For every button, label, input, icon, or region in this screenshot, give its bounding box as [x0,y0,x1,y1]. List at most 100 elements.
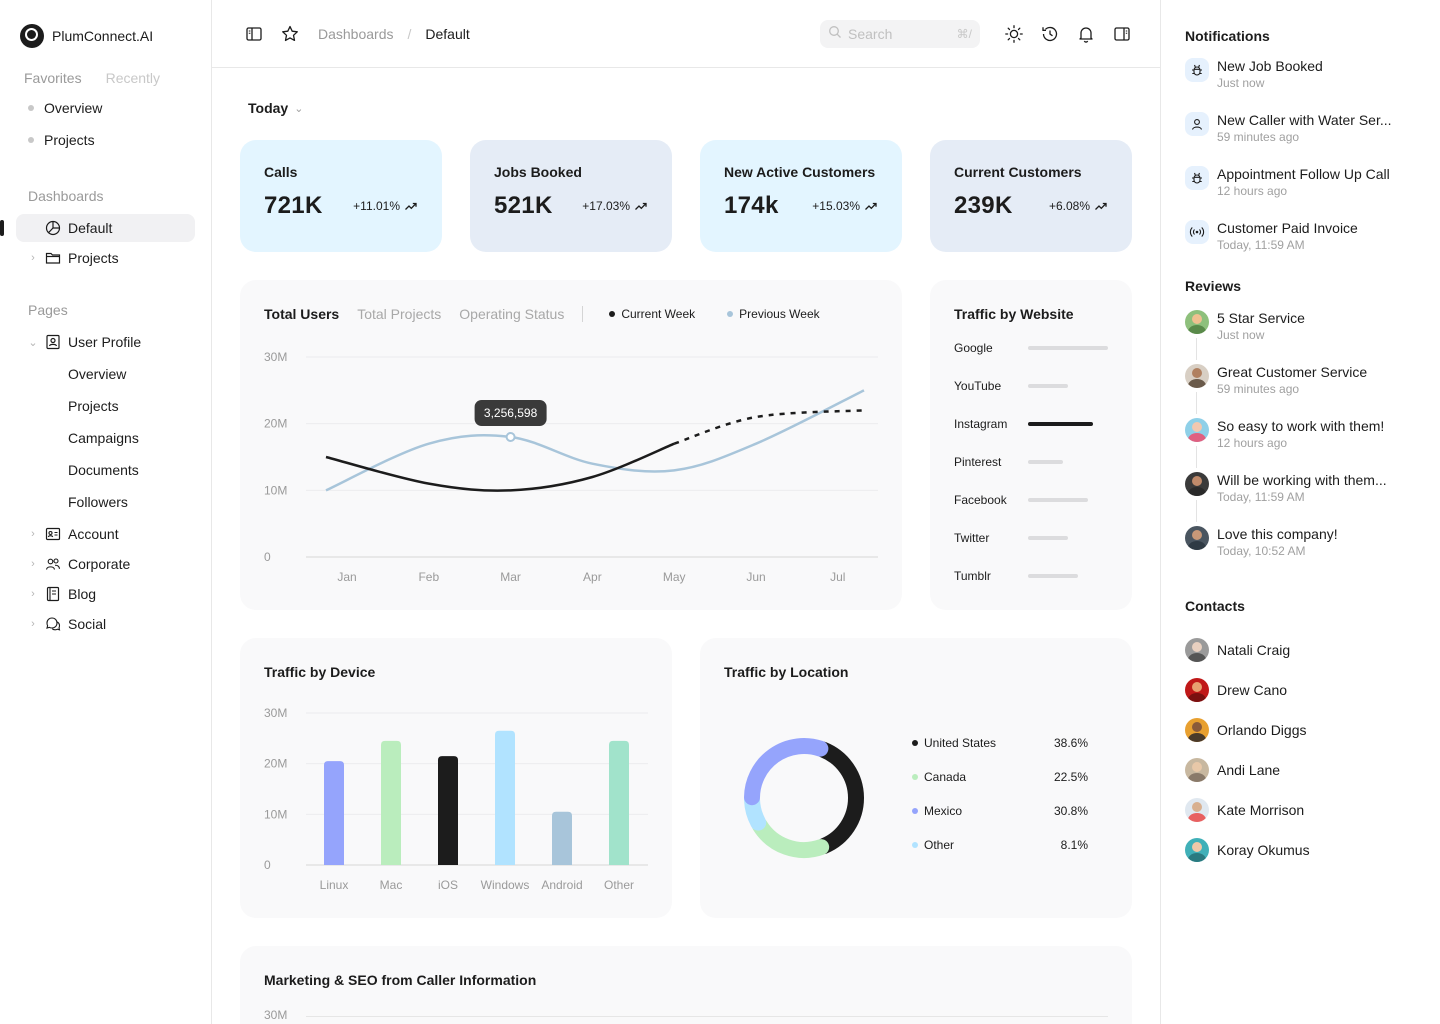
contacts-title: Contacts [1185,598,1245,614]
tab-favorites[interactable]: Favorites [24,70,82,86]
card-title: Traffic by Device [264,664,376,680]
sidebar-toggle-icon[interactable] [244,24,264,44]
sidebar-subitem-followers[interactable]: Followers [68,494,128,510]
right-panel-toggle-icon[interactable] [1112,24,1132,44]
bell-icon[interactable] [1076,24,1096,44]
website-bar [1028,536,1068,540]
sidebar-item-account[interactable]: › Account [16,520,195,548]
donut-slice [815,741,864,854]
history-icon[interactable] [1040,24,1060,44]
sidebar-item-corporate[interactable]: › Corporate [16,550,195,578]
tab-total-users[interactable]: Total Users [264,306,340,322]
review-item[interactable]: Will be working with them... Today, 11:59… [1185,472,1416,526]
sidebar-subitem-overview[interactable]: Overview [68,366,127,382]
notification-text-block: Appointment Follow Up Call 12 hours ago [1217,166,1409,206]
tooltip-box [474,400,547,426]
traffic-by-device-bar-chart: 0 10M 20M 30M Linux Mac iOS Windows Android Other [264,706,648,892]
notification-item[interactable]: New Caller with Water Ser... 59 minutes a… [1185,112,1416,152]
review-text: Will be working with them... [1217,472,1387,488]
notification-text-block: New Job Booked Just now [1217,58,1409,98]
x-tick-label: Jan [337,570,356,584]
contact-item[interactable]: Orlando Diggs [1185,710,1416,750]
sidebar-subitem-projects[interactable]: Projects [68,398,119,414]
website-row: Pinterest [954,454,1108,470]
sidebar-subitem-documents[interactable]: Documents [68,462,139,478]
x-tick-label: iOS [438,878,458,892]
review-item[interactable]: So easy to work with them! 12 hours ago [1185,418,1416,472]
trend-up-icon [634,199,648,213]
contact-item[interactable]: Drew Cano [1185,670,1416,710]
review-text-block: 5 Star Service Just now [1217,310,1409,364]
avatar-head [1192,368,1202,378]
avatar-head [1192,722,1202,732]
user-profile-icon [44,333,62,351]
period-select[interactable]: Today ⌄ [248,100,303,116]
main-content: Today ⌄ Calls 721K +11.01% Jobs Booked 521K +… [212,68,1160,1024]
favorite-item-projects[interactable]: Projects [16,124,195,156]
contact-item[interactable]: Natali Craig [1185,630,1416,670]
review-text: Love this company! [1217,526,1338,542]
user-icon [1185,112,1209,136]
star-icon[interactable] [280,24,300,44]
bar [438,756,458,865]
avatar-body [1188,379,1206,388]
contact-item[interactable]: Andi Lane [1185,750,1416,790]
breadcrumb-dashboards[interactable]: Dashboards [318,25,394,42]
marketing-seo-card: Marketing & SEO from Caller Information … [240,946,1132,1024]
tab-operating-status[interactable]: Operating Status [459,306,565,322]
review-item[interactable]: Love this company! Today, 10:52 AM [1185,526,1416,580]
avatar-head [1192,422,1202,432]
legend-label: Previous Week [739,307,820,321]
breadcrumb-default[interactable]: Default [425,25,470,42]
trend-up-icon [1094,199,1108,213]
sidebar-item-blog[interactable]: › Blog [16,580,195,608]
sidebar-subitem-campaigns[interactable]: Campaigns [68,430,139,446]
stat-card: Calls 721K +11.01% [240,140,442,252]
review-text: So easy to work with them! [1217,418,1385,434]
x-tick-label: May [663,570,686,584]
notification-item[interactable]: Customer Paid Invoice Today, 11:59 AM [1185,220,1416,260]
search-input[interactable]: Search ⌘/ [820,19,980,48]
tab-recently[interactable]: Recently [105,70,161,86]
review-text-block: Great Customer Service 59 minutes ago [1217,364,1409,418]
website-bar [1028,574,1078,578]
avatar [1185,758,1209,782]
website-row: YouTube [954,378,1108,394]
stat-card: Jobs Booked 521K +17.03% [470,140,672,252]
sidebar-item-default[interactable]: › Default [0,214,195,242]
search-icon [828,25,842,42]
brand[interactable]: PlumConnect.AI [16,22,195,50]
tab-total-projects[interactable]: Total Projects [357,306,442,322]
review-item[interactable]: 5 Star Service Just now [1185,310,1416,364]
stat-title: Jobs Booked [494,164,582,180]
location-row: Canada 22.5% [912,770,1088,784]
notebook-icon [44,585,62,603]
review-item[interactable]: Great Customer Service 59 minutes ago [1185,364,1416,418]
sidebar-item-social[interactable]: › Social [16,610,195,638]
avatar-body [1188,653,1206,662]
bar [381,740,401,865]
notification-item[interactable]: Appointment Follow Up Call 12 hours ago [1185,166,1416,206]
tabs-divider [582,306,584,322]
sun-icon[interactable] [1004,24,1024,44]
y-tick-label: 0 [264,858,271,872]
avatar [1185,798,1209,822]
legend-dot [912,740,918,746]
contact-item[interactable]: Kate Morrison [1185,790,1416,830]
review-time: Just now [1217,328,1265,342]
stat-title: Current Customers [954,164,1082,180]
users-chart-tabs: Total Users Total Projects Operating Sta… [264,306,820,322]
sidebar-item-user-profile[interactable]: ⌄ User Profile [16,328,195,356]
avatar-head [1192,682,1202,692]
favorite-item-overview[interactable]: Overview [16,92,195,124]
contact-item[interactable]: Koray Okumus [1185,830,1416,870]
reviews-title: Reviews [1185,278,1242,294]
x-tick-label: Mar [500,570,521,584]
notification-text: Customer Paid Invoice [1217,220,1358,236]
notification-item[interactable]: New Job Booked Just now [1185,58,1416,98]
chevron-right-icon: › [31,252,35,264]
stat-change-value: +17.03% [582,199,630,213]
stat-change: +17.03% [582,199,648,213]
avatar-body [1188,487,1206,496]
sidebar-item-projects[interactable]: › Projects [16,244,195,272]
